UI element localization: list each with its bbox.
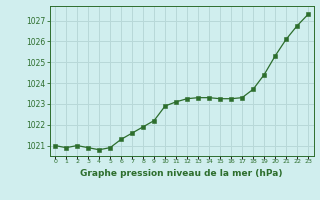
X-axis label: Graphe pression niveau de la mer (hPa): Graphe pression niveau de la mer (hPa) xyxy=(80,169,283,178)
